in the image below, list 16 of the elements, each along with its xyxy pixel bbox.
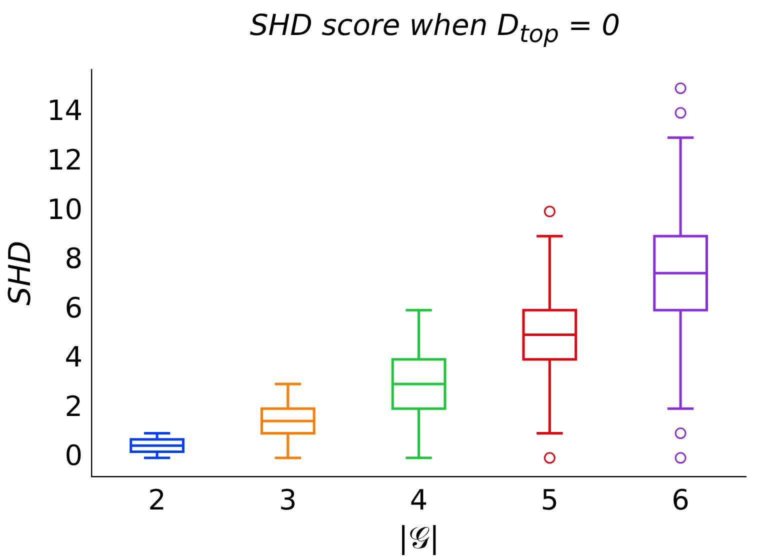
- x-tick-label: 6: [672, 483, 690, 516]
- y-tick-label: 0: [64, 439, 83, 472]
- y-tick-label: 8: [64, 242, 83, 276]
- y-axis-title: SHD: [2, 240, 38, 306]
- x-tick-label: 5: [540, 483, 559, 516]
- x-tick-label: 3: [279, 483, 297, 516]
- x-tick-label: 4: [410, 483, 428, 516]
- chart-title: SHD score when D$_{top}$ = 0: [248, 8, 622, 48]
- y-tick-label: 4: [64, 340, 83, 374]
- y-tick-label: 6: [64, 291, 83, 324]
- x-tick-label: 2: [148, 483, 166, 516]
- y-tick-label: 12: [46, 143, 83, 176]
- x-axis-title: |𝒢|: [398, 520, 440, 556]
- y-tick-label: 10: [46, 192, 83, 226]
- y-tick-label: 2: [64, 390, 83, 423]
- y-tick-label: 14: [46, 94, 83, 128]
